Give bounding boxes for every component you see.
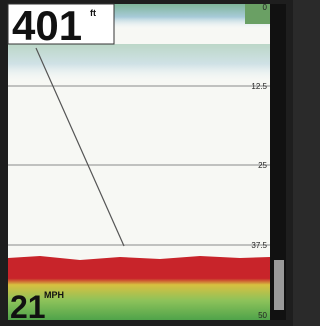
depth-scale-label: 12.5: [251, 82, 267, 91]
depth-unit: ft: [90, 8, 96, 18]
speed-unit: MPH: [44, 290, 64, 300]
surface-clutter: [8, 44, 270, 84]
depth-scale-label: 37.5: [251, 241, 267, 250]
speed-value: 21: [10, 289, 46, 325]
depth-scale-label: 0: [263, 3, 268, 12]
depth-scale-label: 25: [258, 161, 267, 170]
intensity-bar-marker: [274, 260, 284, 310]
bottom-return: [8, 256, 270, 320]
depth-scale-label: 50: [258, 311, 267, 320]
depth-value: 401: [12, 2, 82, 49]
sonar-screen: 401 ft 21 MPH 0 12.5 25 37.5 50: [0, 0, 293, 326]
